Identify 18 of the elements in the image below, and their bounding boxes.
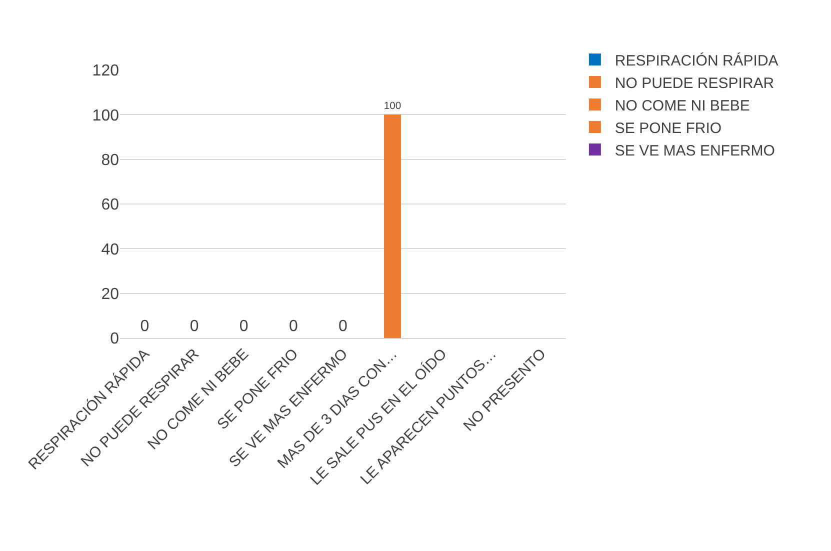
data-label: 0 — [190, 318, 199, 335]
legend-label: NO COME NI BEBE — [614, 97, 750, 114]
legend-label: SE PONE FRIO — [614, 120, 722, 137]
y-tick-label: 20 — [101, 286, 120, 303]
y-tick-label: 120 — [92, 62, 120, 80]
data-label: 0 — [288, 318, 298, 335]
y-tick-label: 60 — [101, 196, 120, 214]
y-tick-label: 40 — [101, 241, 120, 258]
y-tick-label: 0 — [110, 330, 120, 348]
legend-label: NO PUEDE RESPIRAR — [614, 74, 774, 92]
data-label: 0 — [239, 318, 248, 335]
legend-label: SE VE MAS ENFERMO — [614, 142, 775, 160]
data-label: 0 — [338, 318, 348, 335]
data-label: 0 — [140, 318, 150, 335]
data-label: 100 — [384, 101, 402, 112]
legend-label: RESPIRACIÓN RÁPIDA — [614, 51, 778, 70]
y-tick-label: 80 — [101, 152, 120, 169]
y-tick-label: 100 — [92, 107, 120, 124]
